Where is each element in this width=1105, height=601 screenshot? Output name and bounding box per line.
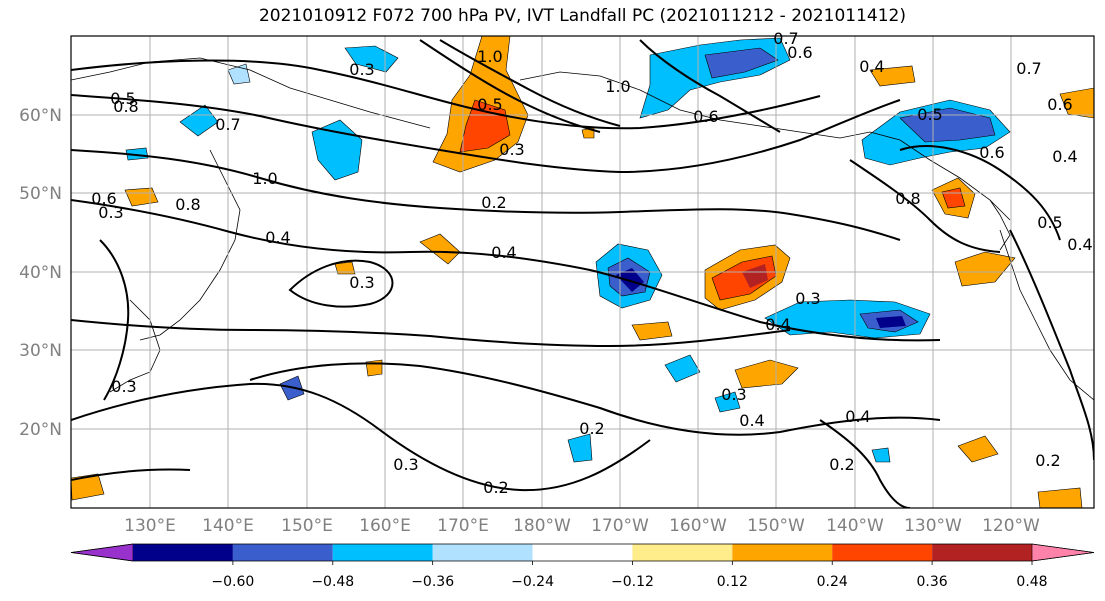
contour-value-label: 0.8	[175, 195, 200, 214]
contour-value-label: 0.6	[1047, 95, 1072, 114]
contour-value-label: 0.4	[491, 243, 516, 262]
contour-value-label: 0.2	[829, 455, 854, 474]
latitude-label: 40°N	[19, 263, 62, 283]
colorbar-low-extend	[70, 543, 134, 562]
contour-value-label: 0.2	[483, 478, 508, 497]
contour-value-label: 0.2	[579, 419, 604, 438]
colorbar-tick-label: 0.24	[817, 574, 848, 590]
longitude-label: 180°W	[513, 516, 571, 536]
latitude-label: 60°N	[19, 106, 62, 126]
colorbar-high-extend	[1031, 543, 1095, 562]
colorbar-tick-label: −0.48	[311, 574, 354, 590]
contour-value-label: 0.3	[98, 203, 123, 222]
colorbar-tick-label: 0.36	[917, 574, 948, 590]
contour-value-label: 0.3	[111, 377, 136, 396]
contour-value-label: 0.5	[917, 105, 942, 124]
contour-value-label: 0.4	[265, 228, 290, 247]
contour-value-label: 0.5	[110, 89, 135, 108]
longitude-label: 170°W	[591, 516, 649, 536]
longitude-label: 160°W	[669, 516, 727, 536]
contour-value-label: 0.6	[787, 43, 812, 62]
colorbar-segment	[832, 544, 933, 561]
colorbar-tick-label: 0.48	[1016, 574, 1047, 590]
contour-value-label: 0.3	[349, 273, 374, 292]
contour-value-label: 1.0	[605, 77, 630, 96]
contour-value-label: 0.4	[859, 57, 884, 76]
contour-value-label: 0.8	[895, 189, 920, 208]
contour-value-label: 0.4	[739, 411, 764, 430]
pv-anomaly-shading	[71, 36, 1094, 508]
contour-value-label: 0.6	[693, 107, 718, 126]
colorbar-tick-label: −0.60	[211, 574, 254, 590]
colorbar-segment	[932, 544, 1032, 561]
colorbar-segment	[632, 544, 733, 561]
contour-value-label: 1.0	[252, 169, 277, 188]
longitude-label: 130°E	[124, 516, 176, 536]
contour-value-label: 0.2	[481, 193, 506, 212]
latitude-label: 20°N	[19, 420, 62, 440]
longitude-label: 170°E	[437, 516, 489, 536]
contour-value-label: 0.5	[477, 95, 502, 114]
colorbar-tick-label: −0.24	[511, 574, 554, 590]
colorbar-outline	[70, 543, 1095, 562]
contour-value-label: 0.3	[393, 455, 418, 474]
longitude-label: 150°W	[747, 516, 805, 536]
colorbar-tick-label: −0.36	[411, 574, 454, 590]
contour-value-label: 0.3	[795, 289, 820, 308]
contour-labels: 0.31.00.70.61.00.80.50.71.00.80.60.30.40…	[91, 29, 1092, 497]
colorbar: −0.60 −0.48 −0.36 −0.24 −0.12 0.12 0.24 0.36 0.4…	[70, 543, 1095, 590]
colorbar-segment	[432, 544, 533, 561]
longitude-label: 140°W	[826, 516, 884, 536]
contour-value-label: 0.6	[91, 189, 116, 208]
contour-value-label: 0.2	[1035, 451, 1060, 470]
contour-value-label: 0.3	[721, 385, 746, 404]
longitude-label: 130°W	[904, 516, 962, 536]
contour-value-label: 0.4	[1067, 235, 1092, 254]
map-frame	[70, 35, 1095, 509]
chart-title: 2021010912 F072 700 hPa PV, IVT Landfall…	[258, 6, 906, 26]
contour-value-label: 0.5	[1037, 213, 1062, 232]
graticule	[71, 36, 1094, 508]
colorbar-segment	[732, 544, 833, 561]
colorbar-segment	[232, 544, 333, 561]
pv-contours	[71, 39, 1094, 508]
contour-value-label: 0.6	[979, 143, 1004, 162]
contour-value-label: 0.4	[845, 407, 870, 426]
contour-value-label: 0.4	[765, 315, 790, 334]
longitude-label: 140°E	[202, 516, 254, 536]
latitude-label: 30°N	[19, 341, 62, 361]
latitude-label: 50°N	[19, 184, 62, 204]
contour-value-label: 0.7	[773, 29, 798, 48]
contour-value-label: 1.0	[477, 47, 502, 66]
contour-value-label: 0.4	[1052, 147, 1077, 166]
contour-value-label: 0.7	[1016, 59, 1041, 78]
colorbar-segment	[532, 544, 633, 561]
contour-value-label: 0.7	[215, 115, 240, 134]
colorbar-tick-label: 0.12	[717, 574, 748, 590]
colorbar-tick-label: −0.12	[611, 574, 654, 590]
longitude-label: 160°E	[359, 516, 411, 536]
contour-value-label: 0.3	[349, 60, 374, 79]
longitude-label: 150°E	[281, 516, 333, 536]
colorbar-segment	[133, 544, 233, 561]
contour-value-label: 0.8	[113, 97, 138, 116]
colorbar-segment	[332, 544, 433, 561]
contour-value-label: 0.3	[499, 140, 524, 159]
longitude-label: 120°W	[982, 516, 1040, 536]
